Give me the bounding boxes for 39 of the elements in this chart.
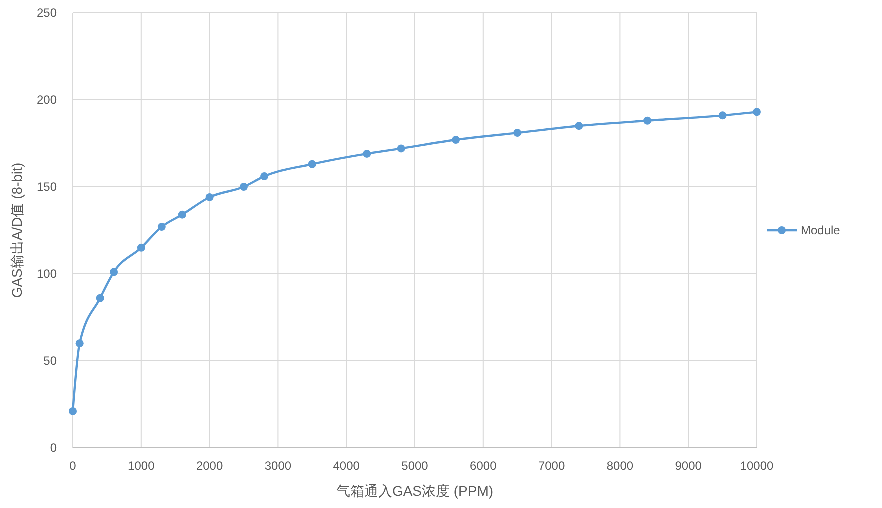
point	[178, 210, 186, 219]
x-tick-label: 2000	[196, 459, 224, 473]
point	[137, 244, 146, 252]
point	[452, 136, 460, 144]
point	[753, 108, 761, 116]
y-tick-label: 150	[36, 180, 58, 194]
y-tick-label: 50	[44, 354, 58, 368]
y-axis-title: GAS输出A/D值 (8-bit)	[9, 162, 25, 298]
y-tick-label: 200	[36, 93, 58, 107]
x-tick-label: 0	[70, 459, 77, 473]
legend-label: Module	[801, 224, 841, 238]
y-tick-label: 100	[36, 267, 58, 281]
y-tick-label: 250	[36, 6, 58, 20]
point	[76, 340, 84, 348]
point	[240, 183, 248, 191]
x-tick-label: 3000	[264, 459, 292, 473]
point	[363, 150, 372, 158]
point	[575, 122, 584, 130]
x-tick-label: 5000	[402, 459, 429, 473]
point	[260, 172, 269, 181]
point	[514, 129, 522, 138]
x-tick-label: 9000	[675, 459, 702, 473]
x-tick-label: 1000	[128, 459, 156, 473]
point	[158, 223, 166, 232]
point	[69, 407, 77, 416]
y-tick-label: 0	[50, 441, 58, 455]
point	[718, 112, 727, 120]
x-axis-title: 气箱通入GAS浓度 (PPM)	[336, 483, 494, 499]
point	[308, 160, 316, 168]
point	[96, 294, 104, 302]
point	[397, 144, 406, 153]
x-tick-label: 7000	[538, 459, 566, 473]
point	[644, 116, 652, 125]
point	[206, 193, 214, 202]
x-tick-label: 10000	[740, 459, 774, 473]
point	[110, 268, 118, 276]
x-tick-label: 8000	[606, 459, 634, 473]
x-tick-label: 6000	[470, 459, 498, 473]
x-tick-label: 4000	[333, 459, 360, 473]
